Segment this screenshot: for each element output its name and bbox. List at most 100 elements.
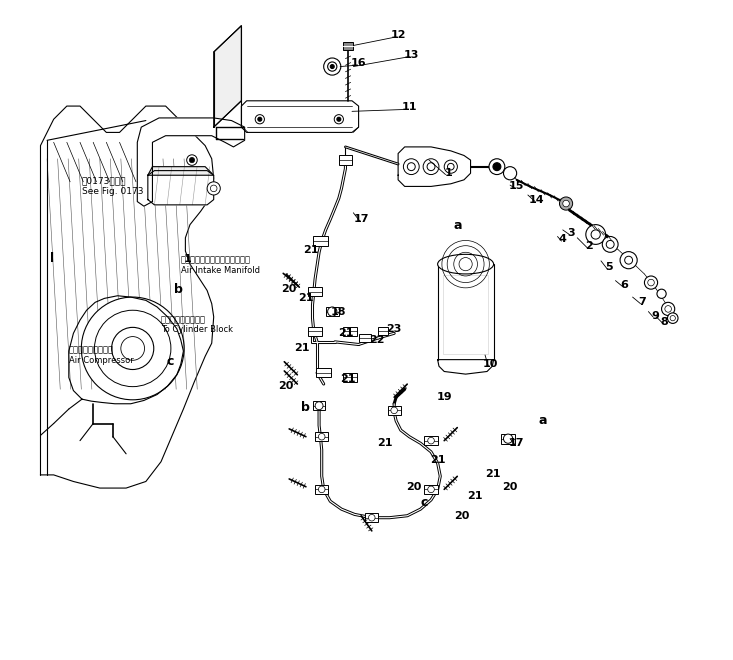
Text: 20: 20 — [454, 511, 470, 521]
Circle shape — [493, 163, 501, 171]
Text: 3: 3 — [567, 228, 575, 238]
Polygon shape — [148, 167, 214, 175]
Bar — [339, 156, 352, 165]
Text: 15: 15 — [509, 182, 524, 191]
Polygon shape — [398, 147, 471, 186]
Text: a: a — [453, 219, 462, 232]
Bar — [377, 327, 388, 335]
Polygon shape — [40, 106, 214, 488]
Circle shape — [337, 117, 341, 121]
Text: エアーインテークマニホールド
Air Intake Manifold: エアーインテークマニホールド Air Intake Manifold — [181, 256, 259, 275]
Circle shape — [315, 402, 323, 410]
Circle shape — [369, 514, 375, 521]
Text: 12: 12 — [391, 30, 406, 40]
Text: エアーコンプレッサ
Air Compressor: エアーコンプレッサ Air Compressor — [69, 345, 133, 365]
Circle shape — [111, 327, 154, 370]
Text: l: l — [50, 252, 54, 265]
Circle shape — [189, 158, 194, 163]
Bar — [443, 275, 488, 354]
Bar — [501, 434, 515, 444]
Text: 19: 19 — [436, 392, 452, 402]
Bar — [343, 42, 353, 50]
Circle shape — [328, 62, 337, 71]
Circle shape — [489, 159, 505, 174]
Ellipse shape — [438, 254, 493, 274]
Text: 17: 17 — [509, 438, 524, 448]
Text: b: b — [174, 282, 183, 296]
Polygon shape — [137, 118, 245, 206]
Circle shape — [444, 160, 457, 174]
Text: 14: 14 — [528, 195, 544, 205]
Bar — [424, 485, 438, 494]
Circle shape — [428, 486, 435, 492]
Bar — [343, 327, 357, 336]
Text: 17: 17 — [353, 214, 369, 224]
Text: 20: 20 — [279, 381, 294, 391]
Bar — [365, 513, 378, 522]
Text: 21: 21 — [298, 294, 314, 304]
Circle shape — [606, 240, 614, 248]
Bar — [424, 436, 438, 445]
Text: 1: 1 — [445, 168, 453, 178]
Text: 21: 21 — [377, 438, 393, 448]
Text: 2: 2 — [585, 241, 593, 251]
Circle shape — [391, 407, 397, 414]
Text: 22: 22 — [369, 335, 384, 345]
Circle shape — [187, 155, 197, 166]
Text: c: c — [166, 355, 174, 368]
Bar — [308, 327, 323, 336]
Text: 20: 20 — [502, 482, 517, 492]
Circle shape — [665, 306, 671, 312]
Bar — [388, 406, 401, 414]
Circle shape — [591, 230, 600, 239]
Text: 18: 18 — [331, 306, 347, 317]
Polygon shape — [148, 171, 214, 205]
Circle shape — [448, 164, 454, 170]
Circle shape — [207, 182, 221, 195]
Circle shape — [586, 224, 605, 244]
Text: 11: 11 — [402, 102, 417, 112]
Text: 4: 4 — [559, 234, 567, 244]
Circle shape — [423, 159, 439, 174]
Circle shape — [403, 159, 419, 174]
Text: a: a — [539, 414, 548, 428]
Circle shape — [408, 163, 415, 171]
Text: 21: 21 — [303, 245, 318, 255]
Circle shape — [563, 200, 570, 207]
Bar — [359, 333, 371, 342]
Text: 13: 13 — [404, 50, 419, 59]
Bar — [325, 307, 339, 317]
Circle shape — [318, 434, 325, 440]
Circle shape — [559, 197, 572, 210]
Text: 21: 21 — [468, 491, 483, 501]
Circle shape — [428, 438, 435, 444]
Polygon shape — [241, 101, 358, 133]
Circle shape — [668, 313, 678, 323]
Text: c: c — [421, 496, 428, 509]
Text: 21: 21 — [430, 455, 446, 465]
Text: 1: 1 — [183, 254, 191, 264]
Circle shape — [603, 236, 618, 252]
Circle shape — [620, 251, 637, 269]
Circle shape — [255, 115, 265, 124]
Bar — [315, 432, 328, 441]
Text: 7: 7 — [638, 298, 646, 308]
Circle shape — [331, 65, 334, 69]
Circle shape — [644, 276, 658, 289]
Text: 5: 5 — [605, 263, 613, 273]
Bar — [343, 373, 357, 382]
Text: 21: 21 — [338, 328, 353, 339]
Text: シリンダブロックへ
To Cylinder Block: シリンダブロックへ To Cylinder Block — [161, 315, 233, 335]
Circle shape — [648, 279, 655, 286]
Text: 20: 20 — [406, 482, 421, 492]
Text: 6: 6 — [621, 280, 629, 290]
Circle shape — [427, 163, 435, 171]
Text: b: b — [301, 401, 310, 414]
Circle shape — [504, 167, 517, 180]
Circle shape — [258, 117, 262, 121]
Circle shape — [324, 58, 341, 75]
Polygon shape — [214, 26, 241, 127]
Circle shape — [625, 256, 633, 264]
Text: 20: 20 — [281, 284, 296, 294]
Circle shape — [318, 486, 325, 492]
